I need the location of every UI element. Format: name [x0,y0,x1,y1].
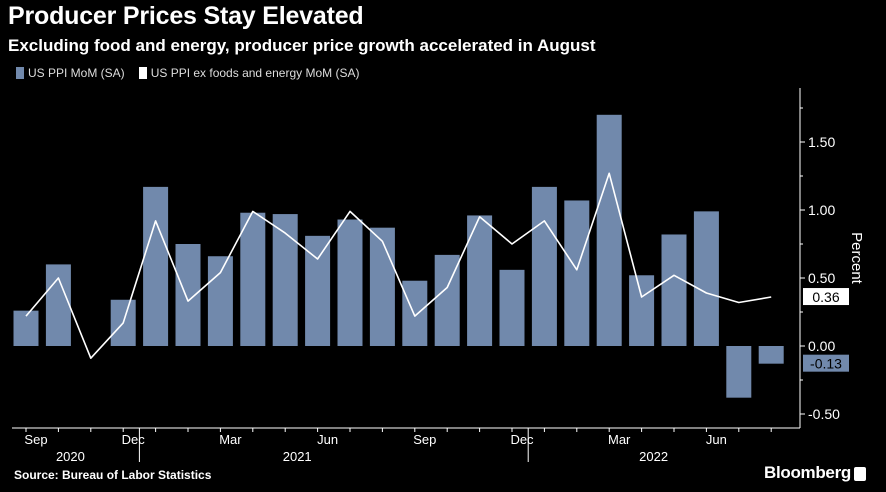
bar-2021-07 [337,219,363,346]
source-note: Source: Bureau of Labor Statistics [14,468,212,482]
brand-logo: Bloomberg [764,463,866,483]
x-year-label: 2022 [639,449,668,464]
x-year-label: 2020 [56,449,85,464]
chart-title: Producer Prices Stay Elevated [8,2,364,30]
x-tick-label: Mar [219,432,242,447]
bar-2021-08 [369,227,395,346]
x-tick-label: Jun [317,432,338,447]
end-label-ppi: -0.13 [810,356,842,372]
legend-item-ppi-core: US PPI ex foods and energy MoM (SA) [138,66,360,80]
bar-2022-05 [661,234,687,346]
bar-2022-01 [531,186,557,346]
line-series-core [25,172,772,360]
legend-item-ppi: US PPI MoM (SA) [16,66,125,80]
x-tick-label: Jun [706,432,727,447]
x-tick-label: Sep [24,432,47,447]
bar-2021-05 [272,214,298,346]
bar-2021-06 [305,235,331,346]
bar-2021-01 [143,186,169,346]
bar-2022-06 [693,211,719,346]
bar-2021-03 [207,256,233,346]
bar-2022-07 [726,346,752,398]
bar-2021-04 [240,212,266,346]
legend-swatch-line [138,67,147,79]
end-label-box-core [803,288,849,306]
y-tick-label: 1.00 [808,202,835,218]
bar-2021-02 [175,244,201,346]
bar-2020-09 [13,310,39,346]
bar-2020-10 [45,264,71,346]
legend-swatch-bar [16,67,24,79]
y-tick-label: -0.50 [808,406,840,422]
x-tick-label: Sep [413,432,436,447]
bar-2021-11 [467,215,493,346]
bar-2022-04 [629,275,655,346]
x-tick-label: Dec [122,432,146,447]
chart-subtitle: Excluding food and energy, producer pric… [8,36,596,55]
x-tick-label: Mar [608,432,631,447]
y-tick-label: 1.50 [808,134,835,150]
bar-2022-03 [596,114,622,346]
x-tick-label: Dec [510,432,534,447]
bloomberg-icon [854,466,866,481]
bar-2022-08 [758,346,784,364]
y-tick-label: 0.50 [808,270,835,286]
y-axis-label: Percent [848,232,865,285]
brand-name: Bloomberg [763,463,851,482]
y-tick-label: 0.00 [808,338,835,354]
x-year-label: 2021 [283,449,312,464]
bar-2021-09 [402,280,428,346]
bar-2022-02 [564,200,590,346]
chart-legend: US PPI MoM (SA) US PPI ex foods and ener… [16,66,359,80]
end-label-box-ppi [803,354,849,372]
legend-label-ppi-core: US PPI ex foods and energy MoM (SA) [150,66,360,80]
legend-label-ppi: US PPI MoM (SA) [28,66,125,80]
end-label-core: 0.36 [812,289,839,305]
bar-2021-12 [499,269,525,346]
